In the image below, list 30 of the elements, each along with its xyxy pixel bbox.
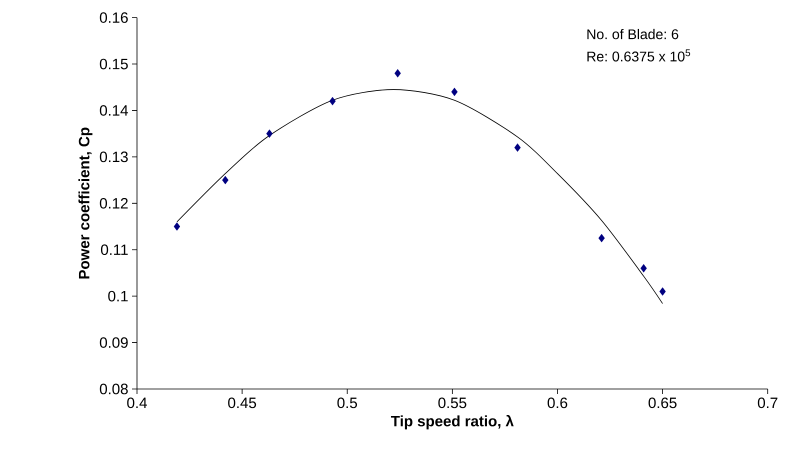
y-tick-label: 0.15 <box>100 58 128 70</box>
x-tick-label: 0.5 <box>337 398 358 408</box>
point <box>222 176 228 184</box>
point <box>174 222 180 231</box>
x-tick-label: 0.6 <box>548 398 568 408</box>
x-tick-label: 0.7 <box>758 398 778 408</box>
point <box>266 129 273 138</box>
y-tick-label: 0.13 <box>100 152 128 162</box>
y-tick-label: 0.12 <box>100 198 128 209</box>
point <box>451 88 458 96</box>
point <box>598 234 605 242</box>
y-tick-label: 0.11 <box>100 244 128 256</box>
y-tick-label: 0.14 <box>100 105 128 116</box>
point <box>659 287 666 296</box>
y-axis-title: Power coefficient, Cp <box>78 128 92 279</box>
annotation: No. of Blade: 6 <box>587 28 678 40</box>
point <box>640 264 647 272</box>
point <box>329 96 336 106</box>
point <box>394 69 401 78</box>
x-tick-label: 0.65 <box>648 398 677 408</box>
y-tick-label: 0.09 <box>100 337 128 348</box>
annotation: Re: 0.6375 x 10$^{5}$ <box>587 49 690 62</box>
x-axis-title: Tip speed ratio, λ <box>390 415 514 430</box>
x-tick-label: 0.45 <box>228 398 256 408</box>
y-tick-label: 0.08 <box>100 384 128 394</box>
point <box>514 143 521 152</box>
x-tick-label: 0.4 <box>127 398 147 408</box>
x-tick-label: 0.55 <box>438 398 466 408</box>
y-tick-label: 0.1 <box>108 290 128 302</box>
y-tick-label: 0.16 <box>100 12 128 23</box>
